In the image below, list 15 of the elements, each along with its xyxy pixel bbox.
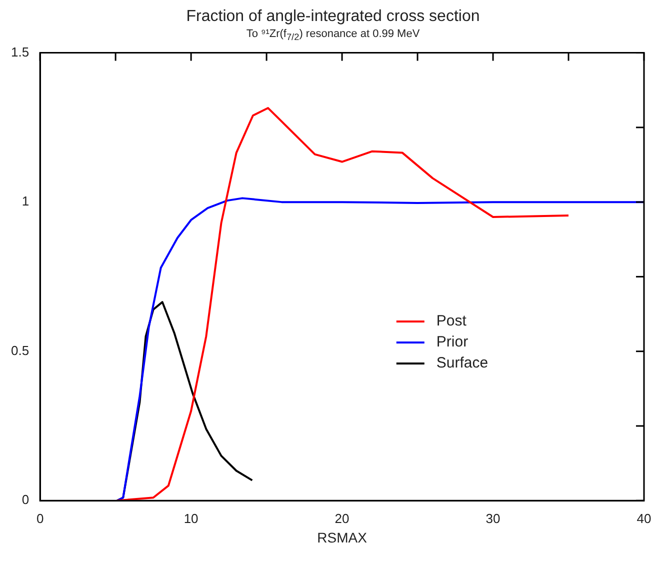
legend-label: Post: [436, 312, 468, 330]
x-tick-label: 30: [486, 511, 500, 526]
legend-label: Prior: [436, 334, 468, 351]
chart-subtitle: To ⁹¹Zr(f$_{7/2}$) resonance at 0.99 MeV: [245, 28, 421, 42]
y-tick-label: 0: [22, 492, 30, 508]
y-tick-label: 1.5: [10, 44, 30, 60]
legend-label: Surface: [436, 354, 488, 372]
x-tick-label: 20: [334, 511, 350, 526]
x-tick-label: 40: [636, 511, 652, 526]
y-tick-label: 0.5: [10, 343, 30, 358]
x-tick-label: 0: [36, 511, 44, 526]
x-axis-title: RSMAX: [317, 530, 368, 546]
y-tick-label: 1: [22, 194, 30, 209]
x-tick-label: 10: [184, 511, 198, 526]
chart-title: Fraction of angle-integrated cross section: [185, 8, 481, 26]
